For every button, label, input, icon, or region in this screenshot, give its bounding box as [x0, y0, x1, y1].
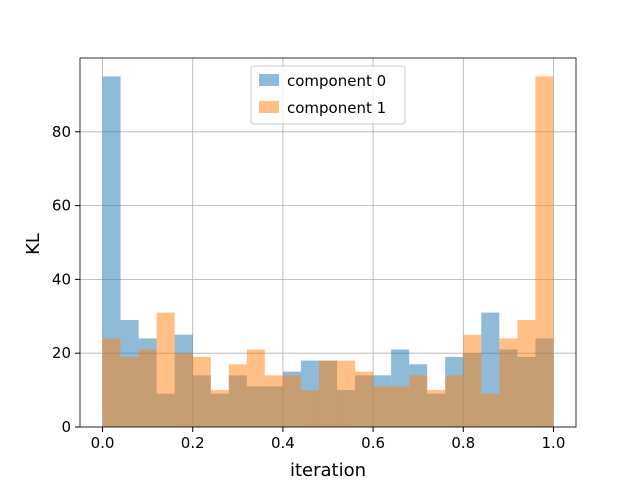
bar-series-1-bin-20 — [463, 334, 482, 427]
bar-series-1-bin-8 — [246, 349, 265, 427]
bar-series-1-bin-18 — [427, 390, 446, 427]
bar-series-1-bin-12 — [318, 360, 338, 427]
legend: component 0 component 1 — [250, 65, 406, 125]
bar-series-1-bin-7 — [228, 364, 247, 427]
bar-series-1-bin-23 — [517, 319, 536, 427]
bar-series-1-bin-17 — [409, 375, 428, 427]
x-axis-label: iteration — [290, 460, 366, 480]
y-tick-label: 80 — [52, 123, 71, 141]
bar-series-1-bin-24 — [535, 76, 554, 427]
x-tick-label: 0.0 — [91, 434, 115, 452]
bar-series-1-bin-4 — [174, 353, 193, 427]
bar-series-1-bin-19 — [445, 375, 464, 427]
y-tick-label: 40 — [52, 270, 71, 288]
y-tick-label: 20 — [52, 344, 71, 362]
x-tick-label: 0.4 — [271, 434, 295, 452]
bar-series-1-bin-9 — [264, 375, 283, 427]
bar-series-1-bin-0 — [102, 338, 121, 427]
legend-label-1: component 1 — [287, 99, 386, 117]
x-tick-label: 0.2 — [181, 434, 205, 452]
legend-label-0: component 0 — [287, 72, 386, 90]
y-axis-label: KL — [23, 233, 44, 255]
bar-series-1-bin-22 — [499, 338, 518, 427]
tick-labels: 0.0 0.2 0.4 0.6 0.8 1.0 0 20 40 60 80 — [52, 123, 565, 452]
bar-series-1-bin-11 — [300, 390, 319, 427]
bar-series-1-bin-2 — [138, 349, 157, 427]
bar-series-1-bin-16 — [391, 386, 410, 427]
axes — [79, 57, 577, 428]
bar-series-1-bin-1 — [120, 356, 139, 427]
bar-series-1-bin-14 — [355, 371, 374, 427]
legend-box — [250, 65, 406, 125]
legend-swatch-0 — [259, 74, 279, 86]
bar-series-1-bin-15 — [373, 386, 392, 427]
legend-swatch-1 — [259, 101, 279, 113]
bar-series-1-bin-21 — [481, 393, 500, 427]
histogram-bars — [102, 76, 554, 427]
plot-frame — [79, 57, 577, 428]
y-tick-label: 60 — [52, 197, 71, 215]
x-tick-label: 0.6 — [361, 434, 385, 452]
x-tick-label: 1.0 — [542, 434, 566, 452]
bar-series-1-bin-13 — [337, 360, 356, 427]
bar-series-1-bin-10 — [282, 375, 301, 427]
bar-series-1-bin-5 — [192, 356, 211, 427]
bar-series-1-bin-6 — [210, 390, 229, 427]
x-tick-label: 0.8 — [451, 434, 475, 452]
bar-series-1-bin-3 — [156, 312, 175, 427]
y-tick-label: 0 — [61, 418, 71, 436]
